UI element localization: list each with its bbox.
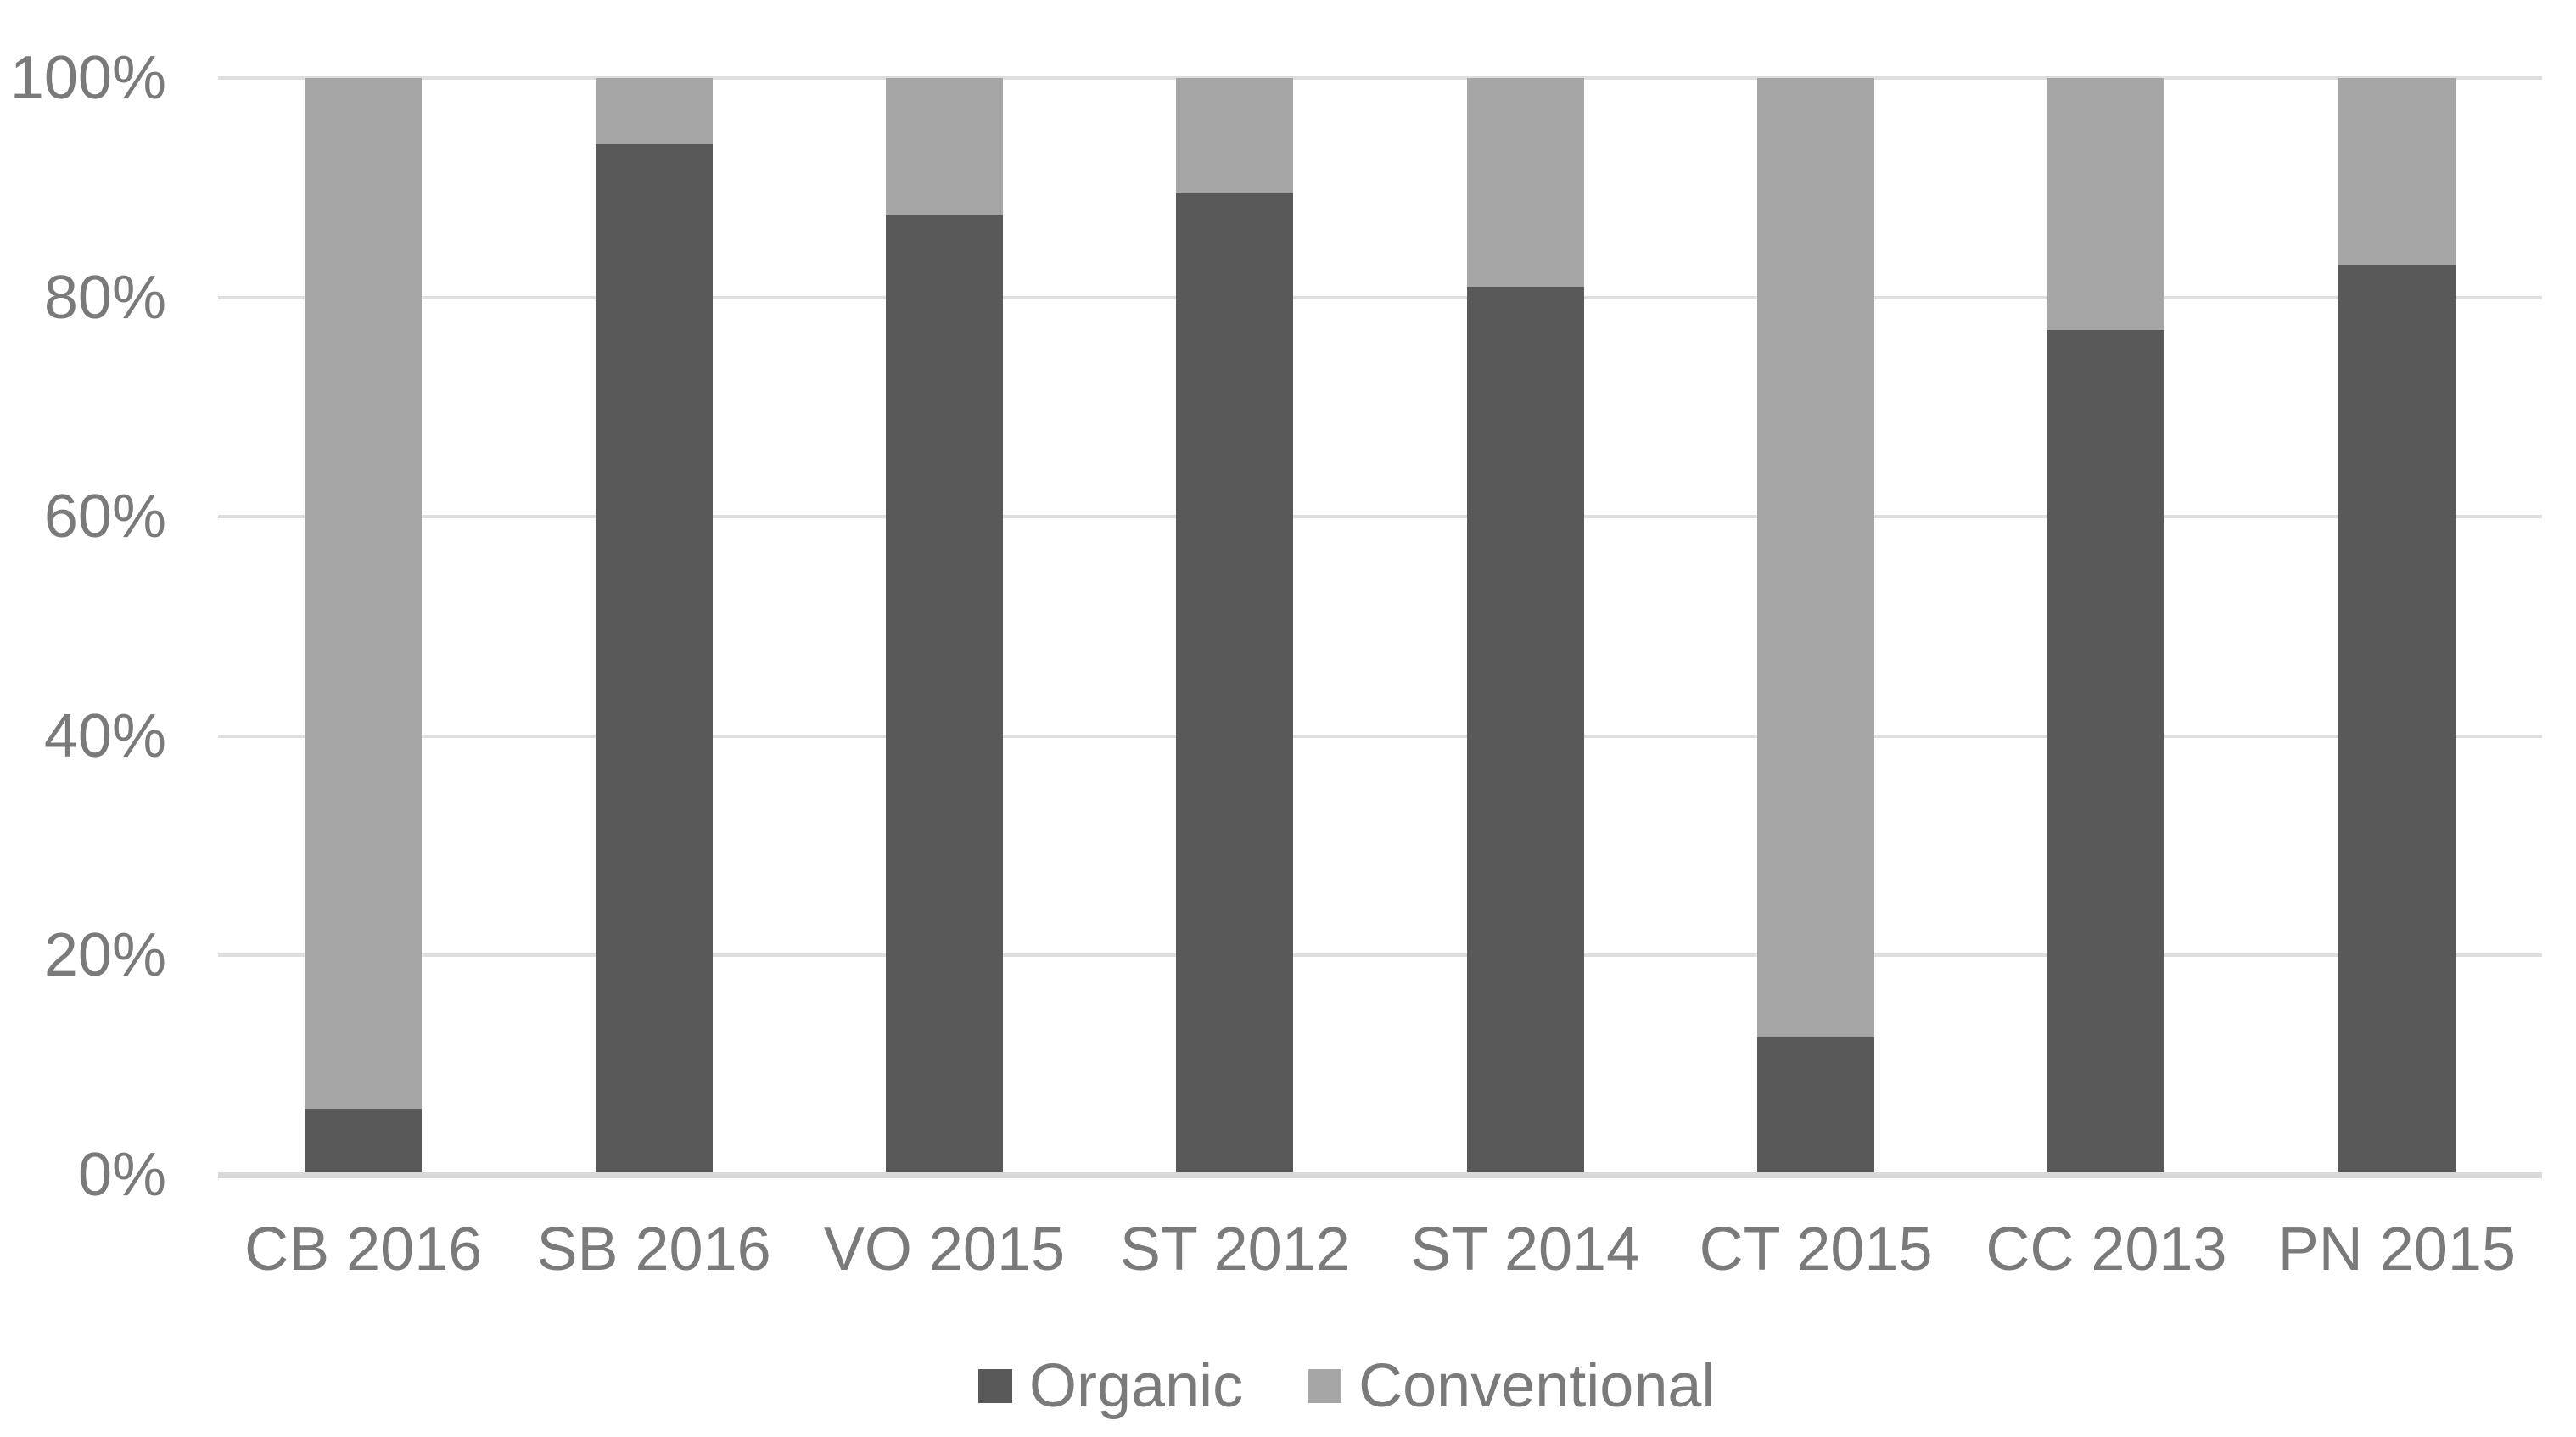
category-label-pn-2015: PN 2015 xyxy=(2277,1216,2516,1283)
legend-swatch-organic xyxy=(978,1369,1012,1403)
bar-column-st-2014 xyxy=(1466,78,1584,1175)
gridline-80 xyxy=(218,295,2542,299)
bar-column-pn-2015 xyxy=(2338,78,2456,1175)
bar-column-sb-2016 xyxy=(595,78,713,1175)
gridline-40 xyxy=(218,734,2542,738)
bar-segment-conventional xyxy=(595,78,713,144)
legend-label-conventional: Conventional xyxy=(1358,1352,1716,1420)
category-label-cb-2016: CB 2016 xyxy=(244,1216,483,1283)
y-tick-label-80pct: 80% xyxy=(43,263,166,332)
x-axis-line xyxy=(218,1172,2542,1178)
bar-segment-organic xyxy=(2047,330,2165,1175)
legend-item-conventional: Conventional xyxy=(1308,1356,1715,1417)
category-label-st-2012: ST 2012 xyxy=(1119,1216,1350,1283)
category-label-sb-2016: SB 2016 xyxy=(536,1216,771,1283)
gridline-20 xyxy=(218,953,2542,958)
y-tick-label-20pct: 20% xyxy=(43,921,166,990)
category-label-st-2014: ST 2014 xyxy=(1410,1216,1641,1283)
chart-legend: Organic Conventional xyxy=(978,1356,1715,1417)
bar-segment-organic xyxy=(1466,286,1584,1175)
legend-swatch-conventional xyxy=(1308,1369,1342,1403)
bar-segment-conventional xyxy=(305,78,423,1110)
bar-column-cb-2016 xyxy=(305,78,423,1175)
legend-item-organic: Organic xyxy=(978,1356,1243,1417)
gridline-100 xyxy=(218,76,2542,80)
bar-segment-organic xyxy=(885,215,1003,1175)
bar-segment-conventional xyxy=(1757,78,1875,1038)
y-tick-label-100pct: 100% xyxy=(9,44,166,112)
bar-segment-conventional xyxy=(1466,78,1584,287)
bar-segment-conventional xyxy=(2338,78,2456,265)
bar-segment-organic xyxy=(1176,193,1294,1175)
legend-label-organic: Organic xyxy=(1029,1352,1244,1420)
category-label-ct-2015: CT 2015 xyxy=(1699,1216,1933,1283)
y-tick-label-60pct: 60% xyxy=(43,483,166,551)
bar-segment-organic xyxy=(305,1109,423,1175)
y-tick-label-0pct: 0% xyxy=(77,1141,166,1209)
bar-segment-conventional xyxy=(2047,78,2165,331)
bar-segment-organic xyxy=(595,143,713,1175)
bar-segment-organic xyxy=(1757,1037,1875,1175)
bar-column-cc-2013 xyxy=(2047,78,2165,1175)
category-label-cc-2013: CC 2013 xyxy=(1985,1216,2227,1283)
bar-segment-organic xyxy=(2338,264,2456,1175)
category-label-vo-2015: VO 2015 xyxy=(823,1216,1066,1283)
gridline-60 xyxy=(218,515,2542,519)
bar-column-st-2012 xyxy=(1176,78,1294,1175)
bar-column-ct-2015 xyxy=(1757,78,1875,1175)
bar-segment-conventional xyxy=(1176,78,1294,193)
bar-column-vo-2015 xyxy=(885,78,1003,1175)
y-tick-label-40pct: 40% xyxy=(43,702,166,770)
bar-segment-conventional xyxy=(885,78,1003,215)
